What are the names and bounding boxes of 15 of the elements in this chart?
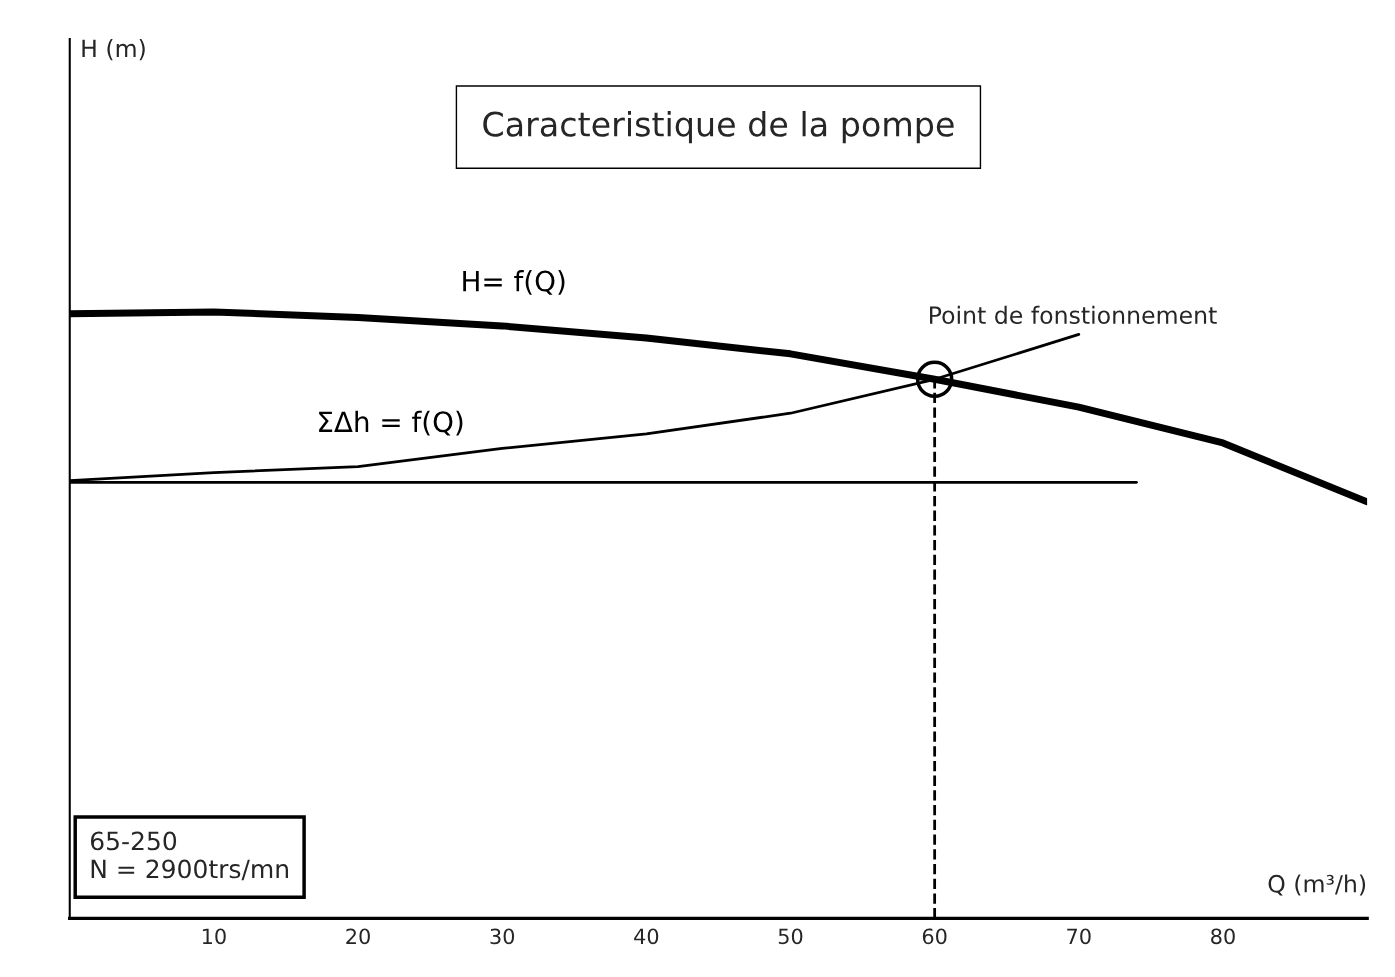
x-tick-label: 60 xyxy=(922,928,947,945)
x-tick-label: 80 xyxy=(1211,928,1235,945)
x-tick-label: 20 xyxy=(346,928,370,945)
series-label: ΣΔh = f(Q) xyxy=(319,410,463,436)
annotation: Point de fonstionnement xyxy=(930,305,1217,325)
chart-title: Caracteristique de la pompe xyxy=(483,110,954,144)
x-tick-label: 40 xyxy=(634,928,659,945)
x-tick-label: 70 xyxy=(1067,928,1091,945)
x-tick-label: 30 xyxy=(490,928,515,945)
series-label: H= f(Q) xyxy=(463,270,565,295)
annotation: 65-250 N = 2900trs/mn xyxy=(90,831,288,881)
x-tick-label: 10 xyxy=(202,928,226,945)
x-axis-title: Q (m³/h) xyxy=(1268,874,1366,896)
x-tick-label: 50 xyxy=(778,928,803,945)
text: H (m) xyxy=(82,39,145,61)
